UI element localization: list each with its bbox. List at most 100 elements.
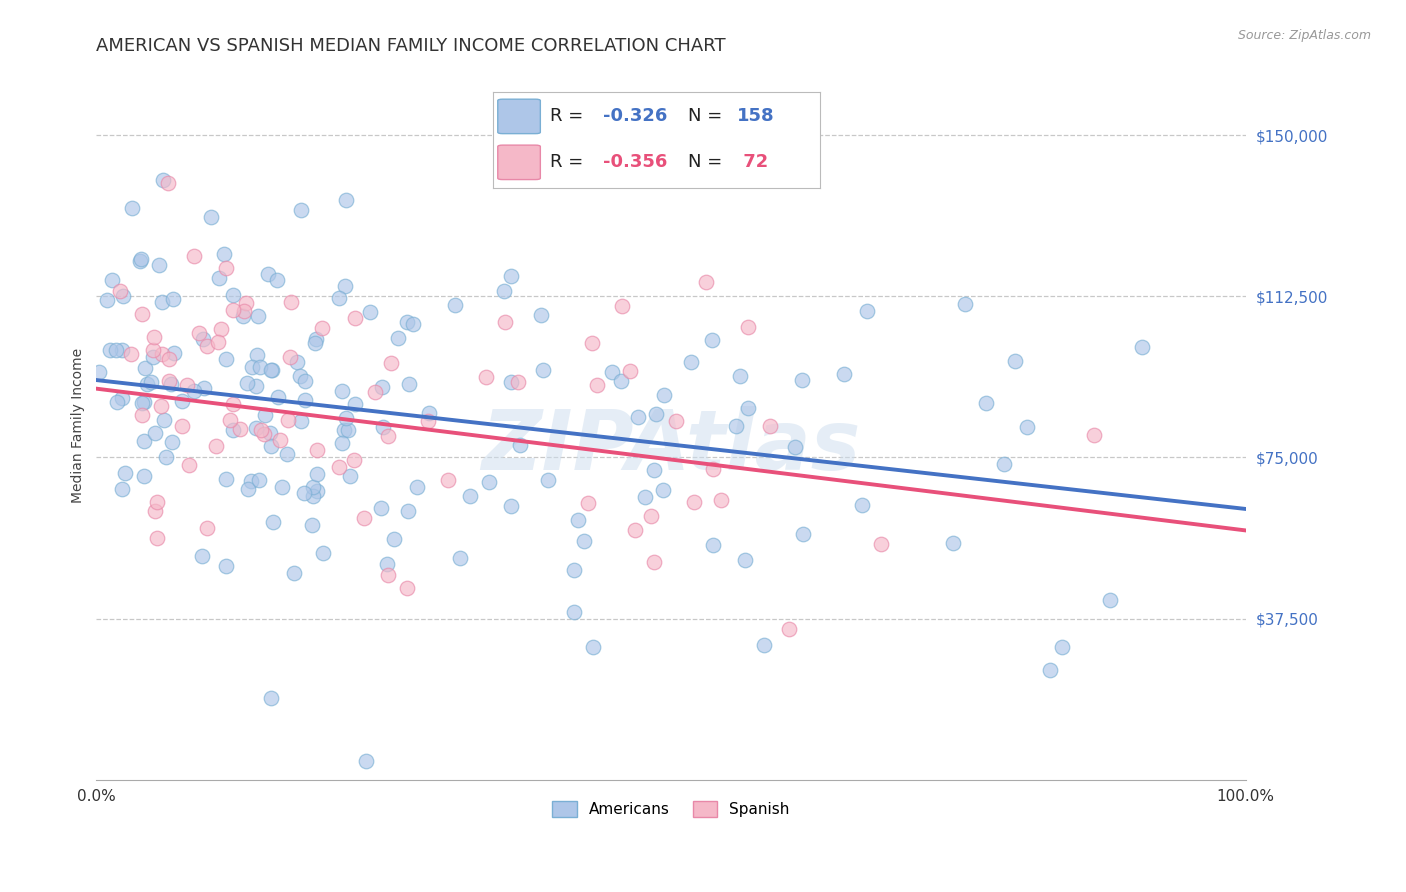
- Point: [778, 622, 800, 636]
- Legend: Americans, Spanish: Americans, Spanish: [544, 793, 797, 825]
- Point: [176, 377, 198, 392]
- Point: [652, 387, 675, 401]
- Point: [212, 246, 235, 260]
- Point: [1132, 340, 1154, 354]
- Point: [139, 375, 162, 389]
- Point: [725, 419, 748, 434]
- Point: [100, 273, 122, 287]
- Point: [562, 563, 585, 577]
- Point: [262, 515, 284, 529]
- Point: [395, 582, 418, 596]
- Point: [131, 408, 153, 422]
- Point: [702, 538, 724, 552]
- Point: [1083, 428, 1105, 442]
- Point: [1099, 593, 1122, 607]
- Point: [172, 419, 194, 434]
- Point: [153, 413, 176, 427]
- Point: [301, 518, 323, 533]
- Point: [495, 315, 517, 329]
- Point: [183, 384, 205, 399]
- Point: [332, 384, 354, 399]
- Point: [209, 322, 232, 336]
- Point: [395, 315, 418, 329]
- Point: [236, 482, 259, 496]
- Point: [222, 423, 245, 437]
- Point: [1004, 354, 1026, 368]
- Point: [302, 489, 325, 503]
- Point: [610, 299, 633, 313]
- Point: [443, 298, 465, 312]
- Point: [728, 369, 751, 384]
- Point: [271, 480, 294, 494]
- Point: [333, 423, 356, 437]
- Point: [111, 483, 134, 497]
- Point: [148, 259, 170, 273]
- Point: [132, 434, 155, 448]
- Point: [624, 523, 647, 537]
- Point: [143, 426, 166, 441]
- Point: [191, 549, 214, 563]
- Point: [460, 489, 482, 503]
- Point: [111, 391, 134, 405]
- Point: [702, 461, 724, 475]
- Point: [312, 546, 335, 560]
- Point: [475, 370, 498, 384]
- Point: [567, 513, 589, 527]
- Point: [149, 399, 172, 413]
- Point: [193, 381, 215, 395]
- Point: [150, 347, 173, 361]
- Point: [371, 419, 394, 434]
- Point: [377, 568, 399, 582]
- Point: [266, 273, 288, 287]
- Point: [277, 413, 299, 427]
- Point: [235, 376, 257, 391]
- Point: [737, 319, 759, 334]
- Point: [177, 458, 200, 472]
- Point: [832, 367, 855, 381]
- Point: [269, 434, 291, 448]
- Point: [163, 346, 186, 360]
- Point: [142, 350, 165, 364]
- Point: [328, 460, 350, 475]
- Point: [855, 303, 877, 318]
- Point: [204, 439, 226, 453]
- Point: [610, 374, 633, 388]
- Point: [582, 640, 605, 655]
- Point: [792, 527, 814, 541]
- Point: [288, 369, 311, 384]
- Point: [380, 355, 402, 369]
- Point: [120, 347, 142, 361]
- Point: [159, 377, 181, 392]
- Point: [131, 252, 153, 266]
- Point: [305, 484, 328, 499]
- Point: [683, 494, 706, 508]
- Point: [600, 365, 623, 379]
- Point: [260, 363, 283, 377]
- Point: [870, 537, 893, 551]
- Point: [249, 423, 271, 437]
- Point: [627, 410, 650, 425]
- Point: [377, 429, 399, 443]
- Point: [280, 294, 302, 309]
- Point: [197, 521, 219, 535]
- Point: [581, 335, 603, 350]
- Point: [276, 447, 298, 461]
- Point: [737, 401, 759, 416]
- Point: [142, 343, 165, 357]
- Point: [619, 364, 641, 378]
- Point: [499, 268, 522, 283]
- Point: [335, 410, 357, 425]
- Point: [232, 309, 254, 323]
- Point: [218, 413, 240, 427]
- Point: [398, 376, 420, 391]
- Point: [160, 435, 183, 450]
- Point: [200, 210, 222, 224]
- Point: [508, 375, 530, 389]
- Point: [405, 480, 427, 494]
- Point: [700, 333, 723, 347]
- Point: [294, 393, 316, 408]
- Point: [382, 532, 405, 546]
- Point: [509, 437, 531, 451]
- Point: [418, 406, 440, 420]
- Point: [305, 467, 328, 482]
